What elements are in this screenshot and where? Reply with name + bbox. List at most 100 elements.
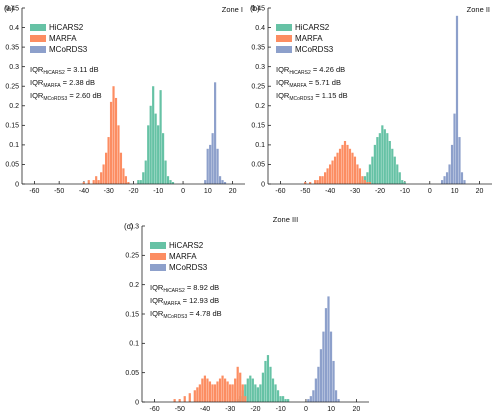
bar-mcords3	[204, 180, 207, 184]
y-tick-label: 0.2	[129, 282, 139, 289]
bar-marfa	[122, 168, 125, 184]
bar-hicars2	[271, 378, 275, 402]
panel-zone-1: 0 0.05 0.1 0.15 0.2 0.25 0.3 0.35 0.4 0.45 -60 -50 -…	[4, 4, 245, 195]
y-tick-label: 0.3	[129, 223, 139, 230]
bar-mcords3	[443, 176, 446, 184]
bar-marfa	[102, 164, 105, 184]
x-tick-label: -10	[153, 188, 163, 195]
y-tick-label: 0	[15, 181, 19, 188]
bar-hicars2	[373, 144, 376, 184]
x-tick-label: 10	[204, 188, 212, 195]
bar-mcords3	[223, 182, 227, 184]
zone-title: Zone II	[467, 5, 490, 14]
bar-mcords3	[324, 308, 328, 402]
bar-marfa	[226, 381, 229, 402]
bar-marfa	[333, 156, 337, 184]
bar-marfa	[100, 172, 103, 184]
bar-hicars2	[368, 164, 371, 184]
x-tick-label: -50	[300, 188, 310, 195]
bar-hicars2	[254, 384, 257, 402]
bar-marfa	[326, 168, 329, 184]
x-tick-label: -10	[400, 188, 410, 195]
bar-hicars2	[281, 396, 285, 402]
bar-hicars2	[366, 172, 369, 184]
bar-marfa	[216, 381, 219, 402]
y-tick-label: 0.25	[5, 84, 19, 91]
bar-hicars2	[274, 384, 277, 402]
legend-entry: HiCARS2	[49, 23, 84, 32]
y-tick-label: 0	[135, 399, 139, 406]
x-tick-label: 0	[181, 188, 185, 195]
bar-marfa	[316, 180, 319, 184]
bar-mcords3	[448, 164, 451, 184]
y-tick-label: 0.05	[125, 370, 139, 377]
legend-swatch	[30, 24, 46, 31]
bar-mcords3	[463, 180, 466, 184]
bar-marfa	[341, 144, 344, 184]
bar-marfa	[97, 180, 100, 184]
bar-hicars2	[401, 180, 404, 184]
bar-marfa	[178, 399, 181, 402]
bar-hicars2	[383, 129, 386, 184]
panel-label: (b)	[250, 4, 260, 13]
x-tick-label: -30	[225, 406, 235, 413]
bar-marfa	[82, 182, 85, 184]
bar-hicars2	[266, 355, 270, 402]
bar-marfa	[328, 164, 332, 184]
bar-mcords3	[329, 331, 333, 402]
bar-marfa	[234, 378, 237, 402]
bar-marfa	[353, 156, 357, 184]
bar-marfa	[201, 378, 204, 402]
y-tick-label: 0.4	[255, 25, 265, 32]
bar-mcords3	[314, 378, 317, 402]
x-tick-label: -40	[200, 406, 210, 413]
legend-swatch	[276, 24, 292, 31]
bar-marfa	[221, 375, 224, 402]
y-tick-label: 0.3	[255, 64, 265, 71]
bar-marfa	[124, 176, 128, 184]
bar-marfa	[336, 152, 339, 184]
bar-marfa	[119, 152, 123, 184]
bar-marfa	[117, 125, 120, 184]
x-tick-label: -60	[275, 188, 285, 195]
bar-mcords3	[327, 296, 330, 402]
iqr-annotation: IQRMCoRDS3 = 1.15 dB	[276, 91, 348, 102]
legend-swatch	[150, 264, 166, 271]
iqr-annotation: IQRHiCARS2 = 3.11 dB	[30, 65, 99, 76]
legend-swatch	[276, 35, 292, 42]
bar-hicars2	[144, 160, 147, 184]
y-tick-label: 0.05	[5, 162, 19, 169]
bar-marfa	[241, 384, 244, 402]
bar-hicars2	[284, 399, 287, 402]
legend-entry: HiCARS2	[295, 23, 330, 32]
x-tick-label: 20	[352, 406, 360, 413]
bar-marfa	[223, 378, 227, 402]
bar-marfa	[319, 176, 322, 184]
zone-title: Zone III	[273, 215, 298, 224]
x-tick-label: -60	[29, 188, 39, 195]
bar-marfa	[338, 148, 342, 184]
bar-marfa	[114, 97, 118, 184]
bar-mcords3	[317, 366, 320, 402]
x-tick-label: -10	[276, 406, 286, 413]
bar-mcords3	[334, 390, 338, 402]
bar-hicars2	[371, 156, 374, 184]
y-tick-label: 0	[261, 181, 265, 188]
bar-marfa	[236, 366, 239, 402]
zone-title: Zone I	[222, 5, 243, 14]
bar-marfa	[309, 182, 312, 184]
x-tick-label: 0	[304, 406, 308, 413]
legend-swatch	[150, 253, 166, 260]
bar-marfa	[331, 160, 334, 184]
bar-marfa	[206, 378, 209, 402]
bar-marfa	[109, 101, 113, 184]
bar-marfa	[218, 378, 222, 402]
bar-hicars2	[378, 133, 381, 184]
bar-marfa	[105, 152, 108, 184]
bar-marfa	[346, 144, 349, 184]
panel-zone-2: 0 0.05 0.1 0.15 0.2 0.25 0.3 0.35 0.4 0.45 -60 -50 -…	[250, 4, 492, 195]
bar-hicars2	[264, 360, 267, 402]
y-tick-label: 0.25	[251, 84, 265, 91]
legend-entry: MCoRDS3	[169, 263, 208, 272]
y-tick-label: 0.1	[9, 142, 19, 149]
